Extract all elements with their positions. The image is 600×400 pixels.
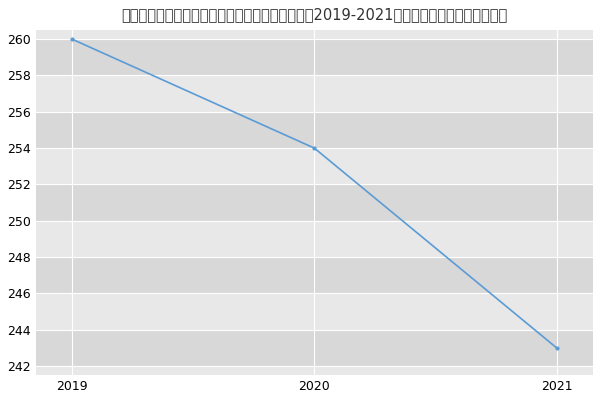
Bar bbox=[35, 330, 593, 366]
Bar bbox=[35, 221, 593, 257]
Bar bbox=[35, 76, 593, 112]
Bar bbox=[35, 294, 593, 330]
Bar bbox=[35, 257, 593, 294]
Title: 昆明理工大学国土资源工程学院安全技术及工程（2019-2021历年复试）研究生录取分数线: 昆明理工大学国土资源工程学院安全技术及工程（2019-2021历年复试）研究生录… bbox=[121, 7, 508, 22]
Bar bbox=[35, 39, 593, 76]
Bar bbox=[35, 112, 593, 148]
Bar bbox=[35, 184, 593, 221]
Bar bbox=[35, 148, 593, 184]
